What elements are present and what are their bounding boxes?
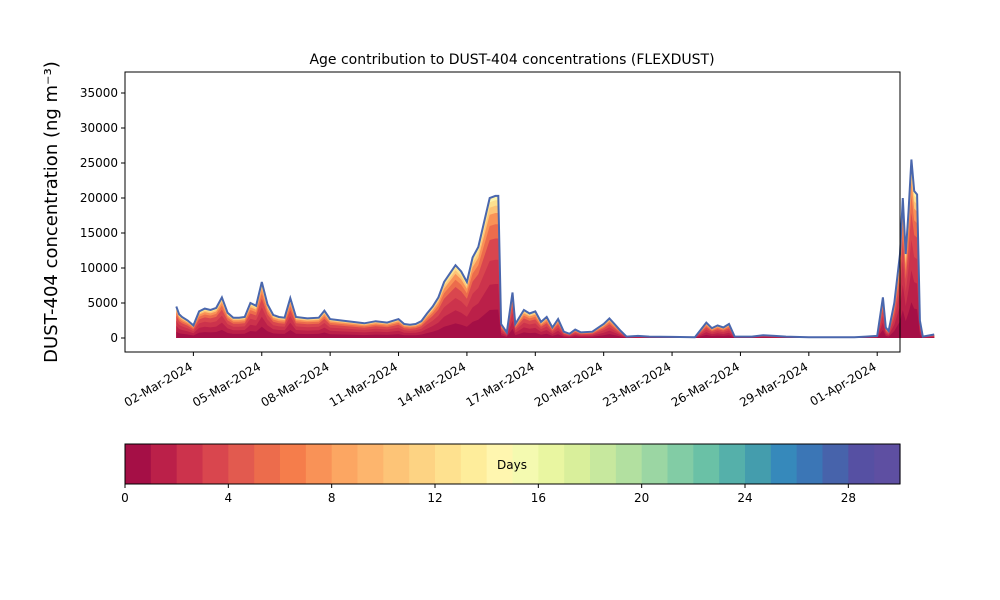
colorbar-tick-label: 24 (737, 491, 752, 505)
colorbar-segment (848, 444, 875, 484)
y-tick-label: 0 (110, 331, 118, 345)
colorbar-segment (150, 444, 178, 484)
y-tick-label: 5000 (87, 296, 118, 310)
colorbar-segment (667, 444, 694, 484)
colorbar-segment (770, 444, 798, 484)
x-tick-label: 29-Mar-2024 (737, 359, 810, 409)
colorbar-segment (383, 444, 410, 484)
colorbar-tick-label: 8 (328, 491, 336, 505)
y-tick-label: 30000 (80, 121, 118, 135)
x-tick-label: 11-Mar-2024 (327, 359, 400, 409)
x-tick-label: 05-Mar-2024 (190, 359, 263, 409)
colorbar-segment (409, 444, 436, 484)
colorbar-tick-label: 12 (427, 491, 442, 505)
colorbar-tick-label: 28 (841, 491, 856, 505)
colorbar-segment (280, 444, 307, 484)
colorbar: 0 4 8 12 16 20 24 28 (121, 443, 901, 505)
x-tick-label: 14-Mar-2024 (395, 359, 468, 409)
y-tick-label: 25000 (80, 156, 118, 170)
x-tick-label: 17-Mar-2024 (464, 359, 537, 409)
plot-area (124, 71, 935, 353)
colorbar-frame (124, 443, 901, 485)
colorbar-segment (202, 444, 229, 484)
colorbar-segment (564, 444, 591, 484)
colorbar-segment (796, 444, 824, 484)
colorbar-segment (254, 444, 281, 484)
colorbar-segment (486, 444, 514, 484)
x-tick-label: 08-Mar-2024 (259, 359, 332, 409)
colorbar-tick-label: 4 (225, 491, 233, 505)
colorbar-tick-label: 0 (121, 491, 129, 505)
x-axis: 02-Mar-202405-Mar-202408-Mar-202411-Mar-… (122, 352, 879, 410)
colorbar-segment (176, 444, 204, 484)
colorbar-segment (125, 444, 152, 484)
colorbar-segment (745, 444, 772, 484)
colorbar-segment (435, 444, 462, 484)
colorbar-segment (357, 444, 384, 484)
colorbar-segment (719, 444, 746, 484)
chart-title: Age contribution to DUST-404 concentrati… (309, 52, 714, 68)
colorbar-segment (538, 444, 565, 484)
x-tick-label: 23-Mar-2024 (600, 359, 673, 409)
colorbar-segment (693, 444, 720, 484)
y-tick-label: 15000 (80, 226, 118, 240)
total-concentration-line (175, 159, 935, 339)
x-tick-label: 02-Mar-2024 (122, 359, 195, 409)
colorbar-segment (874, 444, 901, 484)
plot-frame (124, 71, 901, 353)
age-band-area-8 (176, 302, 935, 338)
y-axis-label: DUST-404 concentration (ng m⁻³) (41, 61, 62, 363)
y-tick-label: 10000 (80, 261, 118, 275)
colorbar-segment (512, 444, 539, 484)
x-tick-label: 01-Apr-2024 (807, 359, 878, 408)
x-tick-label: 26-Mar-2024 (669, 359, 742, 409)
colorbar-segment (460, 444, 488, 484)
y-tick-label: 20000 (80, 191, 118, 205)
colorbar-segment (305, 444, 333, 484)
colorbar-tick-label: 20 (634, 491, 649, 505)
colorbar-segment (590, 444, 617, 484)
y-axis: 0 5000 10000 15000 20000 25000 30000 35000 (80, 86, 125, 345)
y-tick-label: 35000 (80, 86, 118, 100)
colorbar-label: Days (497, 458, 527, 472)
colorbar-segment (615, 444, 643, 484)
x-tick-label: 20-Mar-2024 (532, 359, 605, 409)
colorbar-tick-label: 16 (531, 491, 546, 505)
colorbar-segment (822, 444, 849, 484)
colorbar-segment (331, 444, 359, 484)
colorbar-segment (228, 444, 255, 484)
colorbar-segment (641, 444, 669, 484)
